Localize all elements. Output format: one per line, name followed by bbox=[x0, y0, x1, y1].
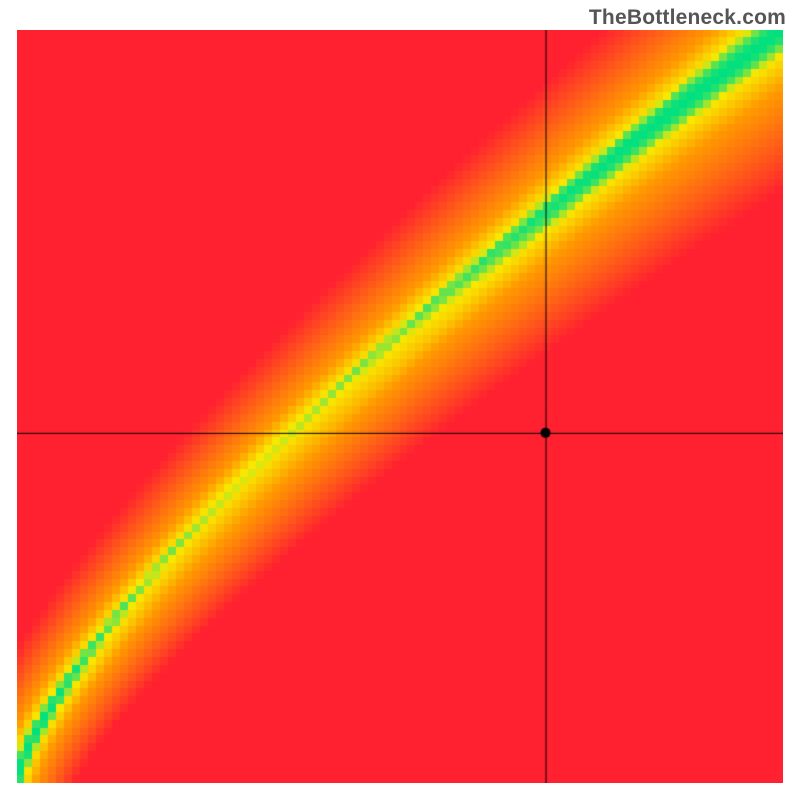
chart-container: TheBottleneck.com bbox=[0, 0, 800, 800]
bottleneck-heatmap bbox=[17, 30, 783, 783]
watermark-text: TheBottleneck.com bbox=[589, 6, 786, 30]
